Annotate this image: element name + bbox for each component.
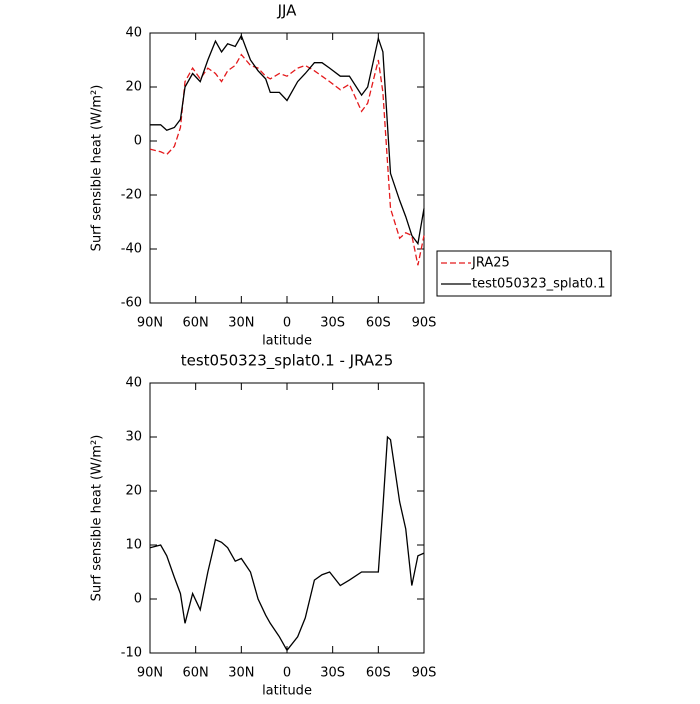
chart-title: JJA bbox=[277, 2, 298, 20]
x-axis-label: latitude bbox=[262, 684, 312, 699]
legend-label: JRA25 bbox=[471, 256, 510, 271]
plot-frame bbox=[149, 32, 425, 304]
x-tick-label: 0 bbox=[283, 316, 291, 331]
x-tick-label: 60N bbox=[183, 666, 209, 681]
y-tick-label: 10 bbox=[125, 538, 142, 553]
x-tick-label: 60S bbox=[366, 316, 391, 331]
x-tick-label: 90N bbox=[137, 666, 163, 681]
y-tick-label: 40 bbox=[125, 376, 142, 391]
x-tick-label: 30N bbox=[228, 666, 254, 681]
y-axis-label: Surf sensible heat (W/m²) bbox=[90, 85, 105, 252]
y-tick-label: 0 bbox=[134, 134, 142, 149]
y-tick-label: -60 bbox=[121, 296, 142, 311]
y-tick-label: -40 bbox=[121, 242, 142, 257]
x-tick-label: 90S bbox=[412, 316, 437, 331]
legend-label: test050323_splat0.1 bbox=[472, 277, 605, 292]
y-tick-label: 20 bbox=[125, 484, 142, 499]
y-tick-label: 40 bbox=[125, 26, 142, 41]
x-tick-label: 0 bbox=[283, 666, 291, 681]
x-tick-label: 60S bbox=[366, 666, 391, 681]
y-tick-label: -20 bbox=[121, 188, 142, 203]
chart-title: test050323_splat0.1 - JRA25 bbox=[181, 352, 394, 371]
y-tick-label: 20 bbox=[125, 80, 142, 95]
x-axis-label: latitude bbox=[262, 334, 312, 349]
y-axis-label: Surf sensible heat (W/m²) bbox=[90, 435, 105, 602]
y-tick-label: 0 bbox=[134, 592, 142, 607]
data-line bbox=[150, 34, 425, 246]
y-tick-label: 30 bbox=[125, 430, 142, 445]
x-tick-label: 30S bbox=[320, 316, 345, 331]
x-tick-label: 60N bbox=[183, 316, 209, 331]
plot-frame bbox=[149, 382, 425, 654]
x-tick-label: 30S bbox=[320, 666, 345, 681]
y-tick-label: -10 bbox=[121, 646, 142, 661]
data-line bbox=[149, 53, 425, 266]
data-line bbox=[149, 435, 425, 652]
x-tick-label: 30N bbox=[228, 316, 254, 331]
x-tick-label: 90N bbox=[137, 316, 163, 331]
x-tick-label: 90S bbox=[412, 666, 437, 681]
legend-box bbox=[436, 250, 612, 297]
